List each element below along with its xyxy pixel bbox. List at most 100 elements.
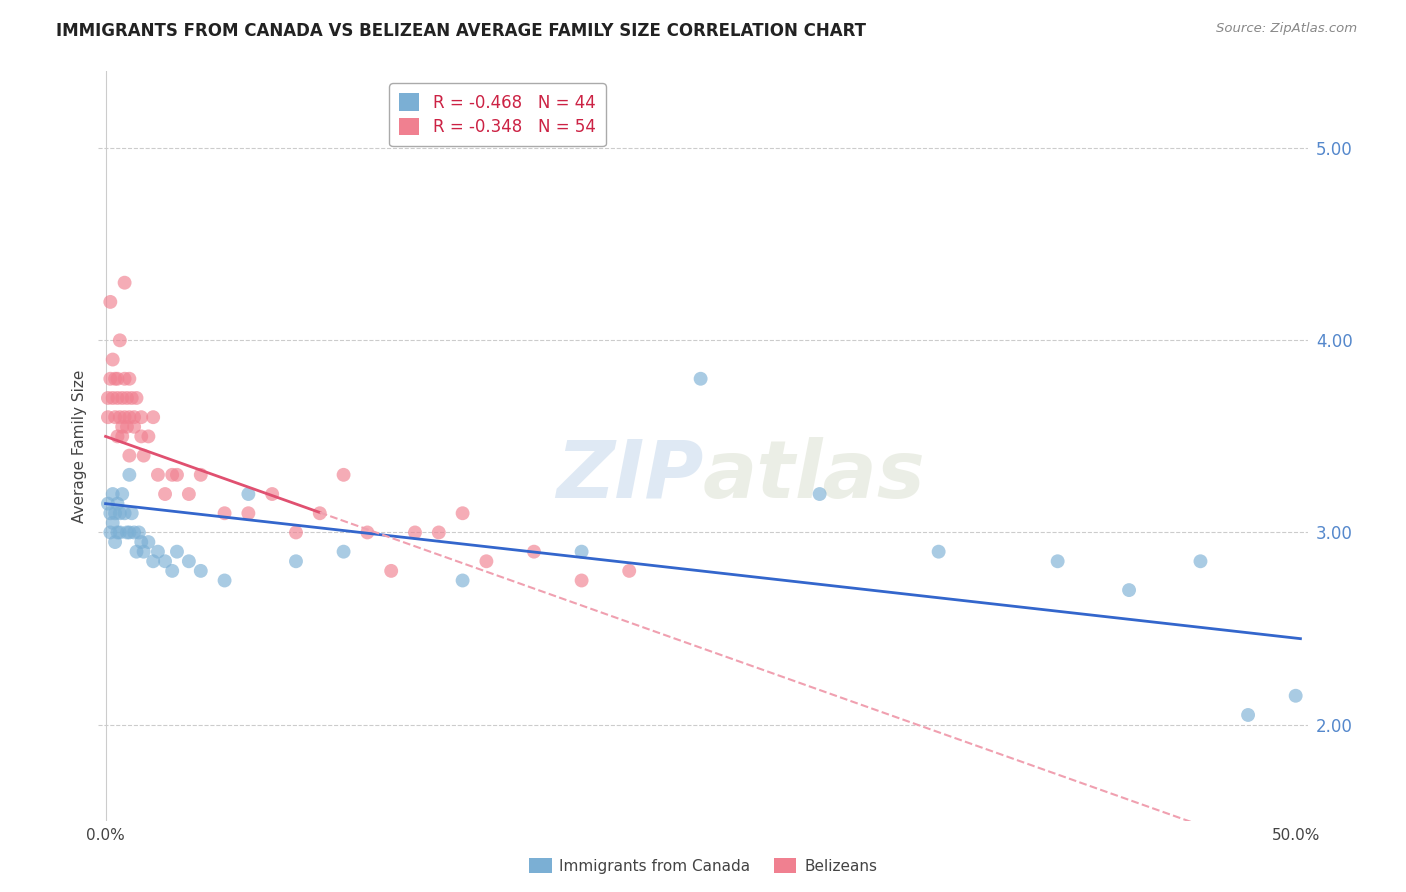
Point: [142, 410, 165, 425]
Point: [380, 564, 402, 578]
Point: [332, 544, 354, 558]
Point: [107, 429, 129, 443]
Point: [121, 391, 143, 405]
Point: [101, 487, 124, 501]
Point: [104, 506, 127, 520]
Point: [104, 535, 127, 549]
Point: [107, 391, 129, 405]
Point: [108, 506, 131, 520]
Point: [101, 516, 124, 530]
Point: [122, 419, 145, 434]
Point: [114, 506, 136, 520]
Point: [166, 544, 188, 558]
Point: [166, 467, 188, 482]
Point: [1237, 708, 1260, 723]
Point: [523, 544, 546, 558]
Point: [1189, 554, 1212, 568]
Point: [98, 294, 121, 309]
Point: [285, 525, 308, 540]
Point: [118, 410, 141, 425]
Point: [108, 525, 131, 540]
Point: [571, 574, 593, 588]
Point: [214, 574, 236, 588]
Text: Source: ZipAtlas.com: Source: ZipAtlas.com: [1216, 22, 1357, 36]
Point: [1046, 554, 1069, 568]
Point: [98, 506, 121, 520]
Point: [571, 544, 593, 558]
Text: ZIP: ZIP: [555, 437, 703, 515]
Point: [689, 372, 711, 386]
Point: [619, 564, 641, 578]
Point: [101, 391, 124, 405]
Point: [104, 372, 127, 386]
Point: [97, 497, 120, 511]
Point: [928, 544, 950, 558]
Point: [238, 506, 260, 520]
Point: [142, 554, 165, 568]
Point: [111, 487, 134, 501]
Point: [129, 535, 152, 549]
Point: [114, 410, 136, 425]
Point: [129, 429, 152, 443]
Legend: R = -0.468   N = 44, R = -0.348   N = 54: R = -0.468 N = 44, R = -0.348 N = 54: [389, 84, 606, 146]
Point: [160, 564, 183, 578]
Point: [118, 467, 141, 482]
Legend: Immigrants from Canada, Belizeans: Immigrants from Canada, Belizeans: [523, 852, 883, 880]
Point: [98, 372, 121, 386]
Point: [129, 410, 152, 425]
Point: [107, 525, 129, 540]
Point: [107, 497, 129, 511]
Point: [115, 419, 138, 434]
Point: [115, 391, 138, 405]
Point: [308, 506, 330, 520]
Point: [122, 410, 145, 425]
Point: [146, 467, 169, 482]
Point: [138, 535, 160, 549]
Point: [177, 487, 200, 501]
Point: [121, 506, 143, 520]
Point: [238, 487, 260, 501]
Point: [114, 372, 136, 386]
Point: [125, 391, 148, 405]
Point: [111, 429, 134, 443]
Point: [128, 525, 150, 540]
Point: [125, 544, 148, 558]
Point: [132, 449, 155, 463]
Point: [146, 544, 169, 558]
Point: [160, 467, 183, 482]
Point: [475, 554, 498, 568]
Point: [285, 554, 308, 568]
Point: [404, 525, 426, 540]
Point: [107, 372, 129, 386]
Point: [1118, 583, 1140, 598]
Point: [214, 506, 236, 520]
Point: [153, 554, 176, 568]
Point: [1285, 689, 1308, 703]
Point: [262, 487, 284, 501]
Point: [427, 525, 450, 540]
Point: [332, 467, 354, 482]
Point: [97, 410, 120, 425]
Point: [111, 391, 134, 405]
Point: [97, 391, 120, 405]
Point: [177, 554, 200, 568]
Point: [190, 564, 212, 578]
Point: [108, 334, 131, 348]
Point: [138, 429, 160, 443]
Point: [451, 506, 474, 520]
Point: [118, 525, 141, 540]
Point: [101, 352, 124, 367]
Point: [122, 525, 145, 540]
Point: [104, 410, 127, 425]
Point: [451, 574, 474, 588]
Point: [118, 372, 141, 386]
Text: IMMIGRANTS FROM CANADA VS BELIZEAN AVERAGE FAMILY SIZE CORRELATION CHART: IMMIGRANTS FROM CANADA VS BELIZEAN AVERA…: [56, 22, 866, 40]
Point: [190, 467, 212, 482]
Point: [98, 525, 121, 540]
Text: atlas: atlas: [703, 437, 925, 515]
Point: [114, 276, 136, 290]
Point: [132, 544, 155, 558]
Y-axis label: Average Family Size: Average Family Size: [72, 369, 87, 523]
Point: [108, 410, 131, 425]
Point: [115, 525, 138, 540]
